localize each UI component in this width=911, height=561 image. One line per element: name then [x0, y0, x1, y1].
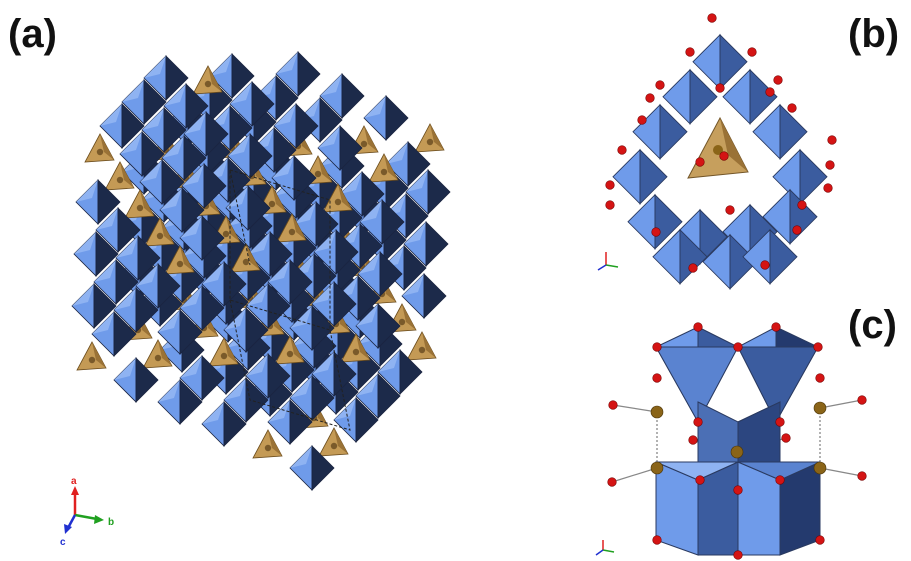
metal-atom [814, 462, 826, 474]
panel-b-cage [598, 14, 836, 289]
oxygen-atom [816, 374, 825, 383]
axis-triad-b [598, 252, 618, 270]
oxygen-atom [734, 551, 743, 560]
oxygen-atom [858, 396, 867, 405]
octahedra-column [656, 327, 820, 555]
oxygen-atom [734, 486, 743, 495]
oxygen-atom [646, 94, 655, 103]
metal-atom [651, 406, 663, 418]
tetrahedron [77, 342, 106, 370]
oxygen-atom [828, 136, 837, 145]
oxygen-atom [766, 88, 775, 97]
tetrahedron [319, 428, 348, 456]
oxygen-atom [814, 343, 823, 352]
oxygen-atom [748, 48, 757, 57]
oxygen-atom [788, 104, 797, 113]
oxygen-atom [696, 158, 705, 167]
oxygen-atom [772, 323, 781, 332]
oxygen-atom [720, 152, 729, 161]
oxygen-atom [606, 181, 615, 190]
metal-atom [651, 462, 663, 474]
oxygen-atom [689, 264, 698, 273]
panel-a-polyhedral-lattice [72, 52, 450, 490]
axis-label-c: c [60, 537, 66, 548]
oxygen-atom [652, 228, 661, 237]
oxygen-atom [726, 206, 735, 215]
oxygen-atom [716, 84, 725, 93]
oxygen-atom [776, 476, 785, 485]
oxygen-atom [793, 226, 802, 235]
oxygen-atom [798, 201, 807, 210]
tetrahedron [253, 430, 282, 458]
oxygen-atom [734, 343, 743, 352]
oxygen-atom [696, 476, 705, 485]
oxygen-atom [774, 76, 783, 85]
octahedron [364, 96, 408, 140]
oxygen-atom [653, 536, 662, 545]
oxygen-atom [618, 146, 627, 155]
metal-atom [731, 446, 743, 458]
oxygen-atom [708, 14, 717, 23]
oxygen-atom [776, 418, 785, 427]
axis-triad-a: a b c [60, 476, 114, 548]
axis-triad-c [596, 540, 614, 555]
oxygen-atom [609, 401, 618, 410]
tetrahedron [85, 134, 114, 162]
metal-atom [814, 402, 826, 414]
oxygen-atom [689, 436, 698, 445]
oxygen-atom [782, 434, 791, 443]
oxygen-atom [686, 48, 695, 57]
oxygen-atom [608, 478, 617, 487]
oxygen-atom [653, 343, 662, 352]
oxygen-atom [653, 374, 662, 383]
oxygen-atom [656, 81, 665, 90]
oxygen-atom [638, 116, 647, 125]
oxygen-atom [694, 323, 703, 332]
oxygen-atom [606, 201, 615, 210]
axis-label-b: b [108, 517, 114, 528]
oxygen-atom [694, 418, 703, 427]
oxygen-atom [826, 161, 835, 170]
axis-label-a: a [71, 476, 77, 487]
central-tetrahedron [688, 118, 748, 178]
tetrahedron [407, 332, 436, 360]
oxygen-atom [858, 472, 867, 481]
oxygen-atom [824, 184, 833, 193]
tetrahedron [415, 124, 444, 152]
panel-c-column [596, 323, 866, 560]
oxygen-atom [761, 261, 770, 270]
oxygen-atom [816, 536, 825, 545]
